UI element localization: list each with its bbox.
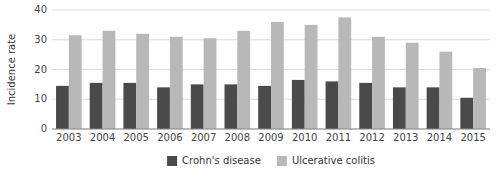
bar — [359, 83, 372, 129]
x-tick-label: 2008 — [225, 132, 250, 143]
bar — [393, 87, 406, 129]
x-tick-label: 2011 — [326, 132, 351, 143]
bar — [326, 81, 339, 129]
bar — [136, 34, 149, 129]
x-tick-label: 2009 — [258, 132, 283, 143]
bar — [427, 87, 440, 129]
bar — [103, 31, 116, 129]
legend: Crohn's disease Ulcerative colitis — [167, 155, 375, 166]
legend-item: Crohn's disease — [167, 155, 261, 166]
grid-line — [52, 10, 490, 11]
legend-swatch — [277, 156, 287, 166]
legend-label: Ulcerative colitis — [292, 155, 375, 166]
x-tick-label: 2015 — [460, 132, 485, 143]
bar — [69, 35, 82, 129]
bar — [305, 25, 318, 129]
chart-container: 0 10 20 30 40 Incidence rate 2003 2004 2005 2006 2… — [0, 0, 500, 173]
legend-item: Ulcerative colitis — [277, 155, 375, 166]
grid — [52, 10, 490, 129]
y-tick-label: 30 — [34, 34, 47, 45]
x-tick-label: 2003 — [56, 132, 81, 143]
bar — [406, 43, 419, 129]
bar — [460, 98, 473, 129]
bars — [56, 17, 486, 129]
bar — [204, 38, 217, 129]
legend-label: Crohn's disease — [182, 155, 261, 166]
y-tick-label: 20 — [34, 64, 47, 75]
page: {"chart_data": {"type": "bar", "categori… — [0, 0, 500, 173]
x-tick-label: 2006 — [157, 132, 182, 143]
bar — [170, 37, 183, 129]
y-tick-label: 10 — [34, 93, 47, 104]
bar — [237, 31, 250, 129]
bar — [292, 80, 305, 129]
x-axis-line — [52, 129, 490, 130]
legend-swatch — [167, 156, 177, 166]
y-tick-label: 40 — [34, 4, 47, 15]
bar — [439, 52, 452, 129]
bar — [338, 17, 351, 129]
bar — [225, 84, 238, 129]
x-tick-label: 2014 — [427, 132, 452, 143]
bar — [473, 68, 486, 129]
bar — [56, 86, 69, 129]
x-tick-label: 2005 — [124, 132, 149, 143]
bar — [157, 87, 170, 129]
x-tick-label: 2007 — [191, 132, 216, 143]
x-tick-label: 2004 — [90, 132, 115, 143]
x-tick-label: 2010 — [292, 132, 317, 143]
bar — [191, 84, 204, 129]
y-axis-label: Incidence rate — [6, 34, 17, 106]
bar — [271, 22, 284, 129]
bar — [372, 37, 385, 129]
bar — [90, 83, 103, 129]
x-tick-label: 2012 — [359, 132, 384, 143]
bar — [258, 86, 271, 129]
chart: 0 10 20 30 40 Incidence rate 2003 2004 2005 2006 2… — [0, 0, 500, 173]
y-tick-label: 0 — [41, 123, 47, 134]
bar — [123, 83, 136, 129]
x-tick-label: 2013 — [393, 132, 418, 143]
grid-line — [52, 129, 490, 130]
